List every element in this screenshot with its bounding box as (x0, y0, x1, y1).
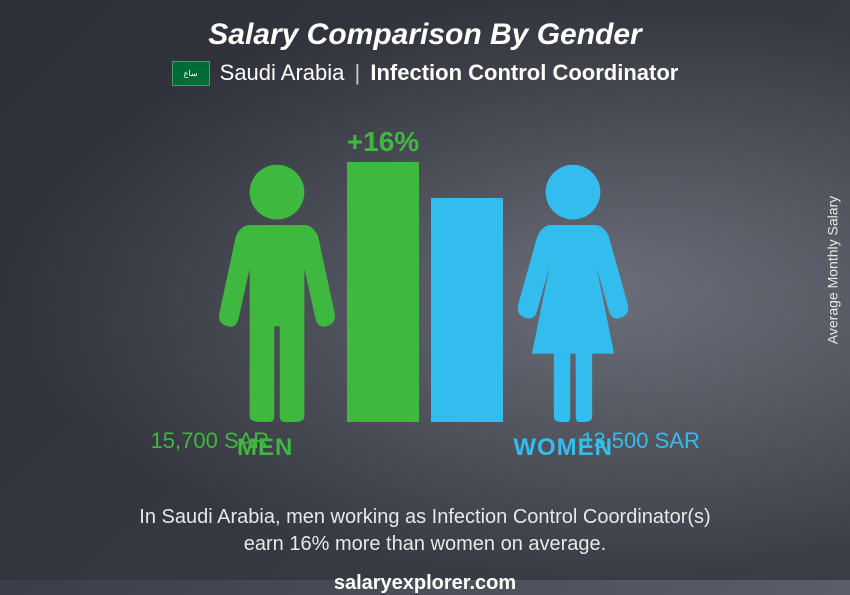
male-icon (207, 162, 347, 422)
saudi-flag-icon: ساع (172, 61, 210, 86)
summary-text: In Saudi Arabia, men working as Infectio… (139, 504, 710, 558)
male-bar-column: +16% (347, 122, 419, 422)
page-title: Salary Comparison By Gender (208, 18, 641, 52)
female-group: 13,500 SAR (431, 122, 643, 422)
separator: | (355, 60, 361, 85)
country-label: Saudi Arabia (220, 60, 345, 85)
male-bar (347, 162, 419, 422)
male-salary-label: 15,700 SAR (151, 428, 270, 454)
job-title: Infection Control Coordinator (370, 60, 678, 85)
footer-source: salaryexplorer.com (334, 572, 516, 595)
chart-area: Average Monthly Salary 15,700 SAR +16% (30, 102, 820, 422)
bars-group: 15,700 SAR +16% 13,500 (207, 102, 643, 422)
female-icon (503, 162, 643, 422)
male-group: 15,700 SAR +16% (207, 122, 419, 422)
y-axis-label: Average Monthly Salary (824, 196, 840, 344)
female-salary-label: 13,500 SAR (581, 428, 700, 454)
gender-labels-row: MEN WOMEN (30, 428, 820, 462)
female-bar-column (431, 122, 503, 422)
subtitle-row: ساع Saudi Arabia | Infection Control Coo… (172, 60, 679, 86)
female-bar (431, 198, 503, 422)
summary-line-1: In Saudi Arabia, men working as Infectio… (139, 506, 710, 528)
infographic-container: Salary Comparison By Gender ساع Saudi Ar… (0, 0, 850, 580)
pct-diff-label: +16% (347, 126, 419, 158)
summary-line-2: earn 16% more than women on average. (244, 533, 606, 555)
subtitle: Saudi Arabia | Infection Control Coordin… (220, 60, 679, 86)
